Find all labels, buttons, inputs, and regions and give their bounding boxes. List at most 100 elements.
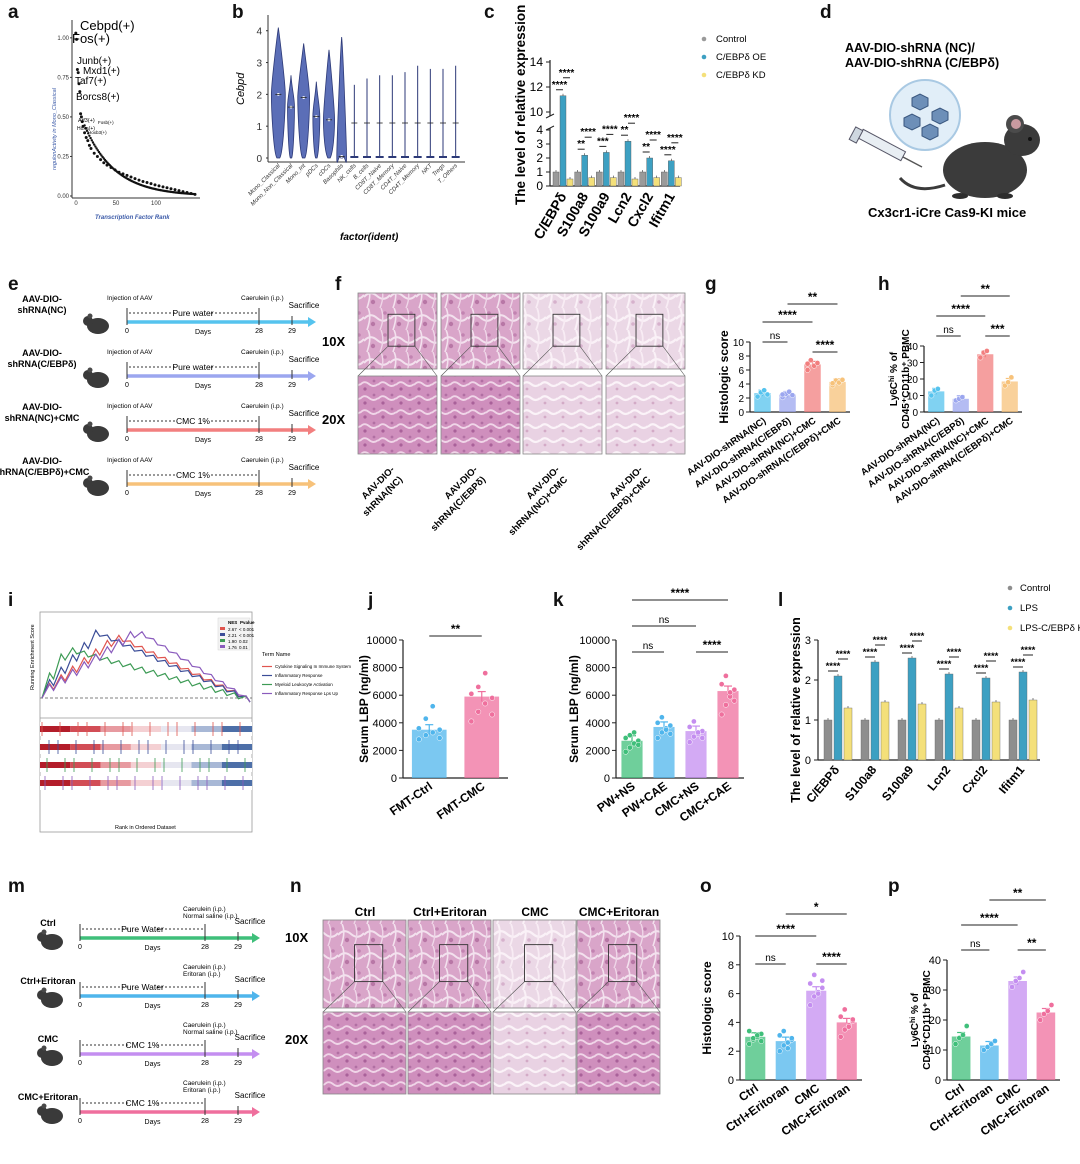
timeline-group-name: Ctrl+Eritoran [20, 976, 75, 986]
data-point [654, 735, 661, 741]
i-rank-gradient [130, 762, 162, 768]
data-point [952, 1041, 959, 1047]
a-point [173, 188, 177, 192]
l-bar [833, 675, 843, 761]
data-point [482, 700, 489, 707]
ytick-label: 2000 [586, 745, 610, 757]
mouse-head [83, 370, 93, 380]
f-zoom-line [662, 346, 686, 377]
timeline-secondary-injection: Eritoran (i.p.) [183, 1087, 221, 1094]
i-rank-gradient [130, 744, 162, 750]
ytick-label: 8000 [373, 663, 397, 675]
data-point [663, 726, 669, 733]
mouse-head [37, 1048, 47, 1058]
c-bar [566, 178, 574, 187]
f-10x-image [605, 292, 686, 370]
data-point [686, 739, 693, 745]
a-label-fosb: Fosb(+) [98, 120, 114, 125]
c-sig-label: **** [645, 130, 661, 141]
i-legend-label: Inflammatory Response Lps Up [275, 691, 339, 696]
panel-d-schematic: AAV-DIO-shRNA (NC)/ AAV-DIO-shRNA (C/EBP… [845, 41, 1040, 220]
data-point [786, 388, 793, 395]
l-bar [907, 657, 917, 761]
i-legend-label: Cytokine Signaling In Immune System [275, 664, 351, 669]
c-sig-label: ** [621, 125, 629, 136]
ytick-label: 0 [728, 1075, 734, 1087]
data-point [1009, 984, 1015, 990]
a-point [141, 179, 145, 183]
f-zoom-line [440, 345, 472, 377]
f-zoom-box [387, 313, 416, 347]
data-point [731, 686, 738, 693]
data-point [482, 670, 489, 676]
c-bar [588, 177, 595, 187]
panel-letter-h: h [878, 274, 890, 295]
category-label: FMT-CMC [434, 779, 488, 822]
i-rank-gradient [100, 744, 131, 750]
i-rank-gradient [221, 726, 253, 732]
ytick-label: 4 [738, 380, 744, 391]
l-category-label: Cxcl2 [959, 763, 991, 797]
f-20x-image [522, 375, 603, 455]
timeline-group-name: CMC+Eritoran [18, 1092, 78, 1102]
l-bar [1018, 671, 1028, 761]
ytick-label: 10000 [366, 635, 397, 647]
ytick-label: 8 [738, 352, 744, 363]
data-point [758, 1038, 765, 1044]
b-ytick: 1 [256, 122, 262, 133]
sig-label: **** [778, 308, 797, 322]
data-point [761, 387, 768, 394]
a-xtick: 100 [151, 201, 162, 207]
data-point [489, 711, 495, 718]
n-mag-20x: 20X [285, 1032, 308, 1047]
timeline-arrow-head [308, 479, 316, 489]
n-10x-image [492, 919, 577, 1009]
panel-letter-c: c [484, 2, 495, 23]
data-point [788, 1035, 795, 1042]
i-rank-gradient [221, 744, 253, 750]
f-zoom-line [579, 346, 603, 377]
a-point [87, 143, 91, 147]
data-point [1044, 1008, 1051, 1014]
panel-letter-e: e [8, 274, 19, 295]
a-label-cebpd: Cebpd(+) [80, 18, 135, 33]
timeline-treatment: Pure Water [121, 982, 164, 992]
data-point [718, 711, 725, 718]
c-ytick: 3 [536, 137, 543, 151]
a-label-fos: Fos(+) [72, 31, 110, 46]
c-sig-label: **** [660, 145, 676, 156]
data-point [977, 354, 984, 361]
a-point [94, 145, 97, 148]
bar [804, 364, 821, 412]
ytick-label: 8000 [586, 663, 610, 675]
c-ytick: 14 [530, 55, 544, 69]
data-point [622, 748, 629, 755]
f-10x-image [357, 292, 438, 370]
i-table-nes: 2.67 [228, 627, 237, 632]
timeline-day28: 28 [255, 328, 263, 335]
ytick-label: 0 [935, 1075, 941, 1087]
ytick-label: 6000 [373, 690, 397, 702]
c-bar [596, 171, 603, 187]
c-ytick: 0 [536, 179, 543, 193]
mouse-ear [87, 421, 93, 427]
a-point [91, 141, 95, 144]
panel-letter-p: p [888, 876, 900, 897]
timeline-caerulein: Caerulein (i.p.) [183, 1022, 226, 1029]
data-point [988, 1041, 995, 1047]
timeline-day28: 28 [201, 1060, 209, 1067]
panel-a-regulon-rank-plot: 0.00 0.25 0.50 0.75 1.00 0 50 100 Cebpd(+) Fos(… [52, 18, 200, 221]
data-point [659, 714, 665, 721]
ytick-label: 0 [738, 408, 744, 419]
a-point [90, 139, 94, 142]
timeline-group-name: AAV-DIO- [22, 456, 62, 466]
f-20x-image [605, 375, 686, 455]
b-violin [323, 49, 335, 159]
a-point [77, 82, 81, 86]
d-virus-bubble [889, 79, 961, 151]
c-bar [631, 178, 639, 187]
mouse-ear [41, 987, 47, 993]
i-enrichment-curve [41, 628, 251, 703]
timeline-treatment: CMC 1% [176, 416, 210, 426]
i-rank-gradient [40, 780, 71, 786]
